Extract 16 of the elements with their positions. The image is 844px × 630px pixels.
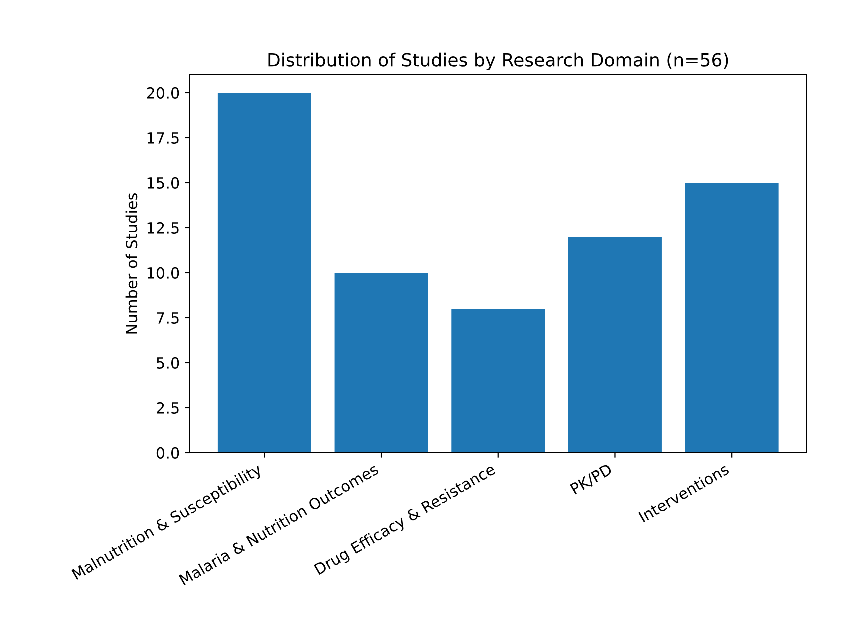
y-tick-label: 0.0 [156, 447, 180, 459]
y-axis-title: Number of Studies [126, 193, 138, 334]
y-tick-label: 10.0 [148, 267, 180, 279]
bar [568, 236, 662, 453]
y-tick-label: 5.0 [157, 357, 180, 369]
bar [685, 182, 779, 453]
y-tick-label: 17.5 [148, 132, 179, 144]
y-tick-label: 12.5 [148, 222, 179, 234]
y-tick-label: 2.5 [157, 402, 179, 414]
y-tick-label: 15.0 [148, 177, 180, 189]
chart-title: Distribution of Studies by Research Domain (n=56) [268, 52, 728, 70]
bar [334, 272, 428, 453]
bar [218, 92, 312, 453]
y-tick-label: 7.5 [157, 312, 179, 324]
bar [452, 308, 546, 453]
y-tick-label: 20.0 [147, 87, 180, 99]
